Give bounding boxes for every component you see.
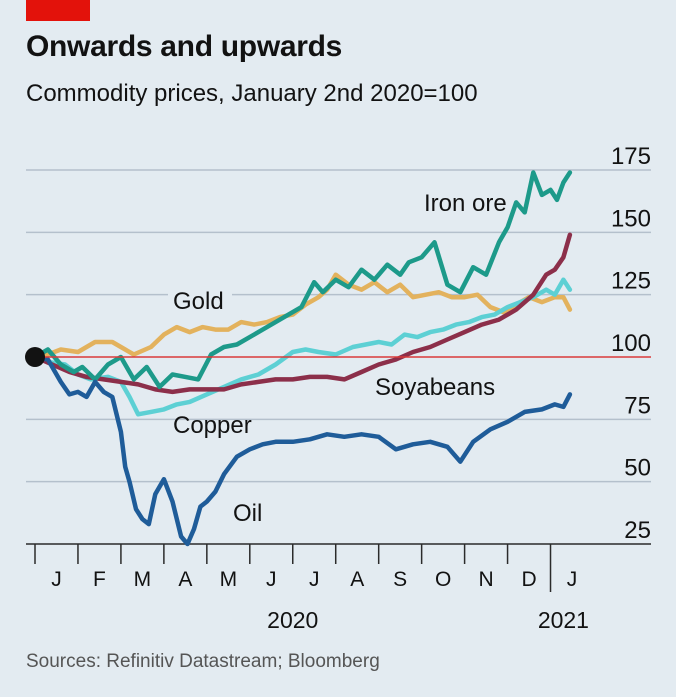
y-tick-label: 125: [611, 268, 651, 295]
label-oil: Oil: [233, 500, 262, 527]
x-tick-label: J: [309, 568, 320, 591]
y-tick-label: 50: [624, 455, 651, 482]
series-line-oil: [32, 354, 573, 547]
year-label: 2021: [538, 607, 589, 633]
series-line-copper: [32, 277, 573, 417]
start-point-dot: [25, 347, 45, 367]
label-gold: Gold: [173, 288, 224, 315]
x-tick-label: S: [393, 568, 407, 591]
label-copper: Copper: [173, 412, 252, 439]
chart-title: Onwards and upwards: [26, 30, 343, 63]
x-tick-label: M: [134, 568, 152, 591]
x-tick-label: O: [435, 568, 451, 591]
x-tick-label: F: [93, 568, 106, 591]
y-tick-label: 150: [611, 205, 651, 232]
chart-subtitle: Commodity prices, January 2nd 2020=100: [26, 80, 478, 107]
series-line-iron-ore: [32, 170, 573, 390]
label-gold-background: [168, 283, 232, 315]
y-tick-label: 175: [611, 143, 651, 170]
x-tick-label: N: [478, 568, 493, 591]
x-tick-label: A: [178, 568, 192, 591]
y-tick-label: 75: [624, 392, 651, 419]
y-tick-label: 100: [611, 330, 651, 357]
x-tick-label: J: [51, 568, 62, 591]
x-tick-label: M: [220, 568, 238, 591]
series-line-soyabeans: [32, 232, 573, 395]
source-note: Sources: Refinitiv Datastream; Bloomberg: [26, 651, 380, 672]
x-tick-label: D: [521, 568, 536, 591]
x-tick-label: J: [567, 568, 578, 591]
label-iron-ore: Iron ore: [424, 190, 507, 217]
series-line-gold: [32, 272, 573, 360]
x-tick-label: A: [350, 568, 364, 591]
y-tick-label: 25: [624, 517, 651, 544]
year-label: 2020: [267, 607, 318, 633]
x-tick-label: J: [266, 568, 277, 591]
brand-red-tab: [26, 0, 90, 21]
label-soyabeans: Soyabeans: [375, 374, 495, 401]
